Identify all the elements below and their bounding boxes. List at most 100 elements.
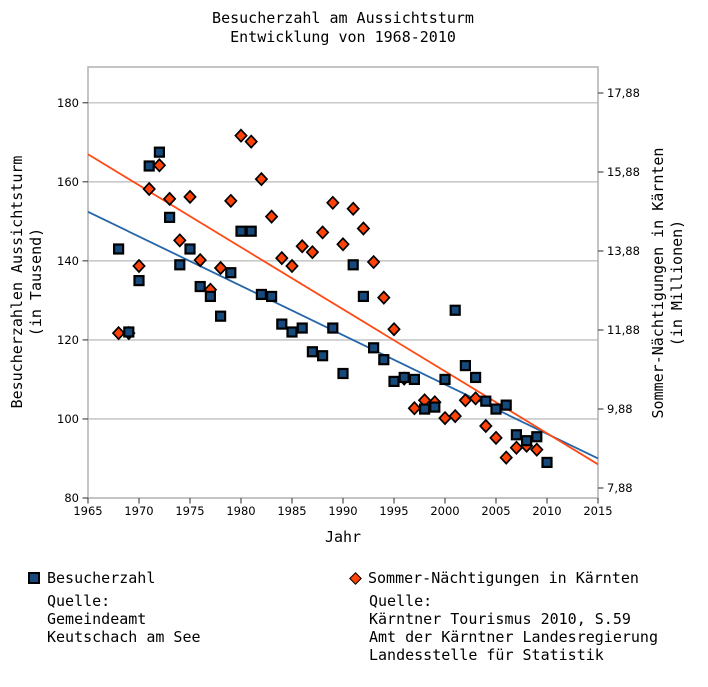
y-left-tick-label: 100 [57,412,79,426]
besucherzahl-point [266,290,278,303]
naechtigungen-point [111,325,126,341]
besucherzahl-point [204,290,216,303]
besucherzahl-point [276,318,288,330]
naechtigungen-point [142,181,156,197]
besucherzahl-point [306,346,318,358]
x-tick-label: 1995 [379,504,408,518]
naechtigungen-point [356,221,371,236]
besucherzahl-point [470,371,482,384]
naechtigungen-point [213,260,228,276]
besucherzahl-point [255,288,267,301]
x-tick-label: 2005 [481,504,510,518]
y-axis-right-title-line1: Sommer-Nächtigungen in Kärnten [649,147,667,419]
besucherzahl-point [398,371,410,384]
besucherzahl-point [357,290,369,303]
y-right-tick-label: 7,88 [607,481,633,495]
naechtigungen-point [244,134,258,149]
besucherzahl-point [378,354,390,366]
naechtigungen-point [234,128,248,143]
naechtigungen-point [162,191,177,207]
besucherzahl-source-line: Quelle: [47,592,111,610]
naechtigungen-source-line: Amt der Kärntner Landesregierung [369,628,658,646]
naechtigungen-point [530,442,544,457]
naechtigungen-point [387,321,401,337]
naechtigungen-point [295,239,309,254]
naechtigungen-point [407,400,422,416]
besucherzahl-point [184,243,196,255]
besucherzahl-point [153,146,165,158]
besucherzahl-source-line: Gemeindeamt [47,610,147,628]
besucherzahl-source-line: Keutschach am See [47,628,201,646]
naechtigungen-point [377,290,391,305]
besucherzahl-legend-label: Besucherzahl [47,569,156,587]
naechtigungen-source-line: Quelle: [369,592,433,610]
x-axis-title: Jahr [324,528,362,546]
y-left-tick-label: 160 [57,175,79,189]
naechtigungen-point [264,209,279,224]
y-axis-left-title: Besucherzahlen Aussichtsturm (in Tausend… [8,132,46,432]
chart-title-line2: Entwicklung von 1968-2010 [230,28,456,46]
besucherzahl-point [245,225,257,237]
besucherzahl-point [112,243,125,255]
besucherzahl-point [143,160,155,172]
y-left-tick-label: 80 [64,491,79,505]
besucherzahl-point [541,456,553,469]
naechtigungen-legend-label: Sommer-Nächtigungen in Kärnten [368,569,639,587]
x-tick-label: 1970 [124,504,153,518]
naechtigungen-point [285,258,299,274]
naechtigungen-point [336,237,350,252]
besucherzahl-point [490,403,502,415]
naechtigungen-point [509,440,524,455]
naechtigungen-point [489,430,503,446]
besucherzahl-point [368,342,380,354]
besucherzahl-point [531,431,543,443]
besucherzahl-point [439,373,451,386]
besucherzahl-point [337,367,349,380]
besucherzahl-point [388,375,400,388]
besucherzahl-point [510,429,522,441]
naechtigungen-point [254,171,269,187]
besucherzahl-legend-marker-icon [28,572,40,584]
x-tick-label: 2010 [532,504,561,518]
naechtigungen-point [479,418,493,434]
besucherzahl-point [459,359,471,372]
naechtigungen-point [132,258,146,274]
naechtigungen-point [326,195,340,211]
naechtigungen-source-line: Landesstelle für Statistik [369,646,604,664]
naechtigungen-point [468,391,483,406]
besucherzahl-point [347,259,359,271]
besucherzahl-point [429,401,441,413]
besucherzahl-point [317,350,329,362]
x-tick-label: 1965 [73,504,102,518]
y-axis-left-title-line2: (in Tausend) [27,227,45,337]
y-left-tick-label: 140 [57,254,79,268]
naechtigungen-point [224,193,238,209]
besucherzahl-point [174,259,186,271]
x-tick-label: 1980 [226,504,255,518]
naechtigungen-point [173,233,187,248]
besucherzahl-point [296,322,308,334]
besucherzahl-point [164,211,176,223]
besucherzahl-point [327,322,339,334]
y-left-tick-label: 120 [57,333,79,347]
besucherzahl-point [215,310,227,322]
naechtigungen-point [366,254,381,270]
x-tick-label: 1985 [277,504,306,518]
y-right-tick-label: 13,88 [607,244,640,258]
trend-line [87,153,599,466]
besucherzahl-point [500,399,512,411]
y-axis-left-title-line1: Besucherzahlen Aussichtsturm [8,155,26,409]
besucherzahl-point [194,280,206,293]
besucherzahl-point [123,326,135,338]
naechtigungen-point [346,201,360,216]
y-right-tick-label: 9,88 [607,402,633,416]
naechtigungen-point [499,450,513,465]
naechtigungen-point [275,250,289,266]
besucherzahl-point [286,326,298,338]
legend-naechtigungen: Sommer-Nächtigungen in Kärnten Quelle: K… [349,569,658,664]
besucherzahl-point [449,304,461,316]
naechtigungen-point [183,189,197,205]
besucherzahl-point [225,267,237,279]
naechtigungen-point [193,252,207,268]
scatter-plot: 80 100 120 140 160 180 7,88 9,88 11,88 13,88 15,88… [57,66,640,518]
